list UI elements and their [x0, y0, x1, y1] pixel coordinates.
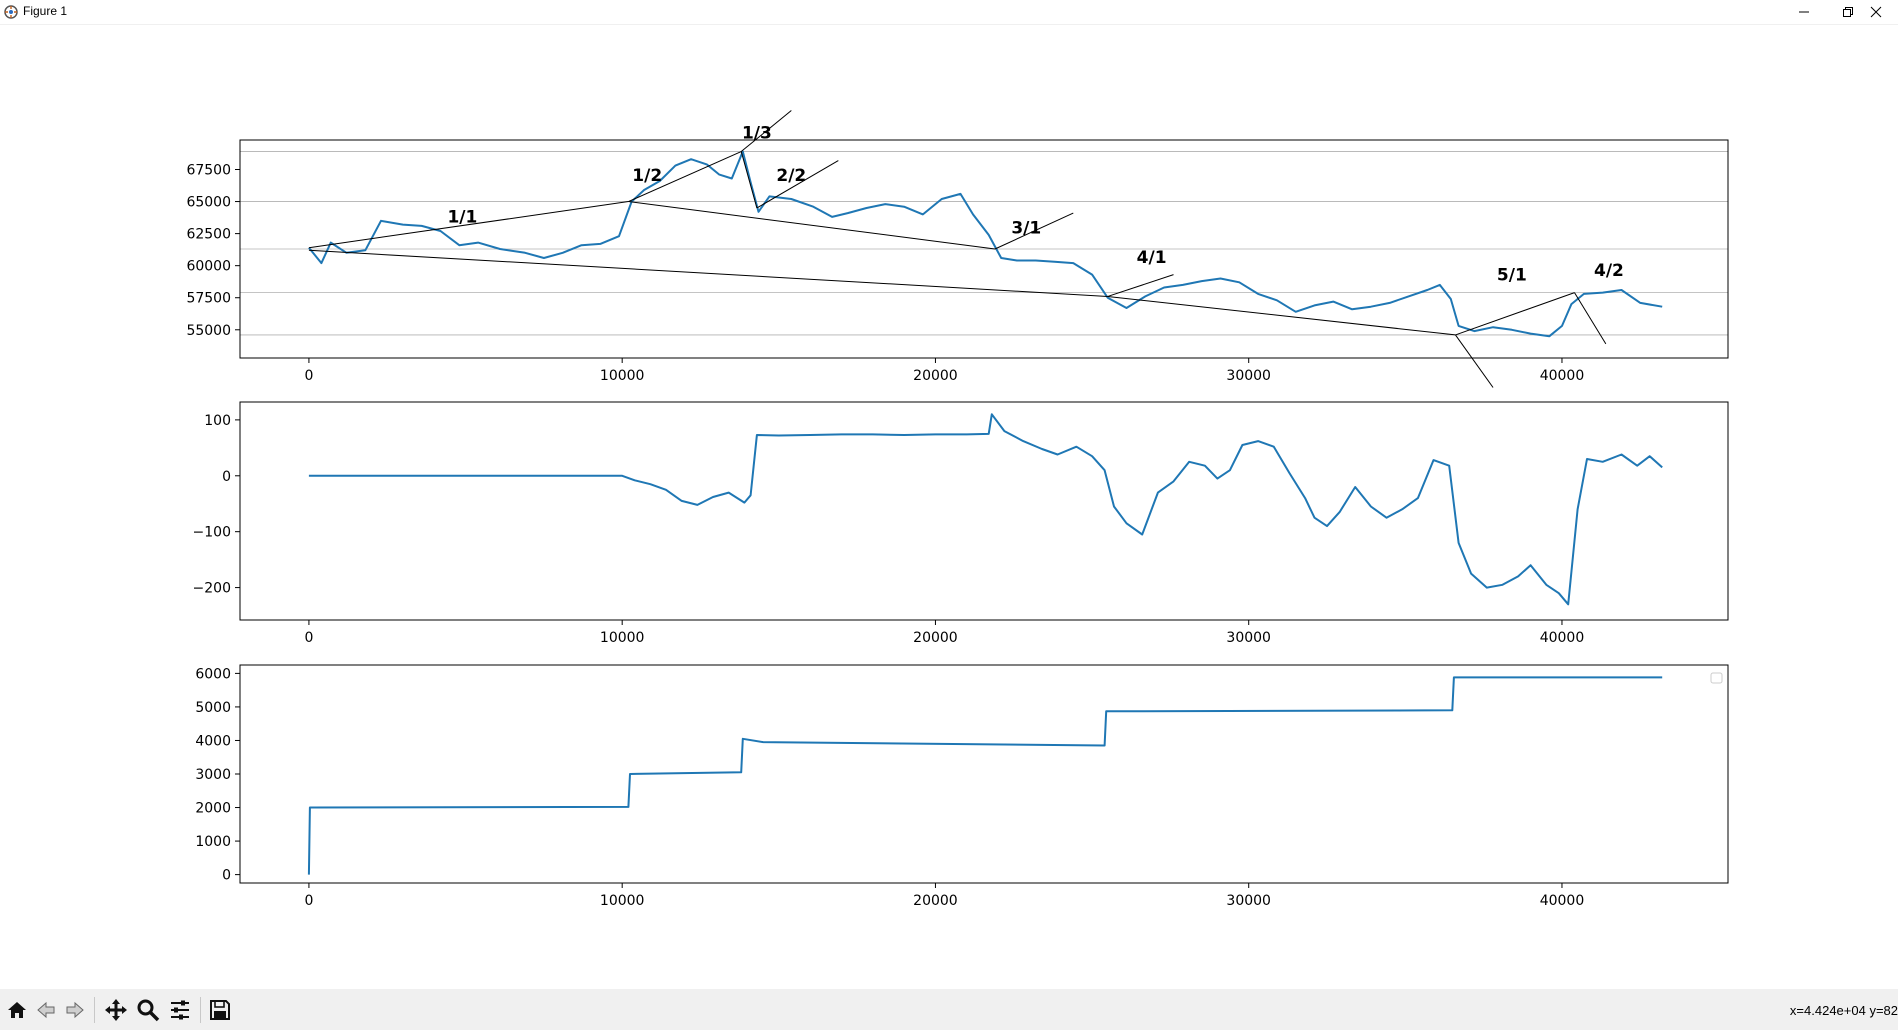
x-tick-label: 0 [304, 630, 313, 646]
configure-subplots-icon [171, 1000, 189, 1020]
x-tick-label: 30000 [1226, 893, 1271, 909]
trend-line [1455, 292, 1575, 336]
x-tick-label: 20000 [913, 893, 958, 909]
window-title: Figure 1 [23, 4, 68, 18]
trend-line [1107, 274, 1174, 297]
subplot-2: 0 10000 20000 30000 40000 −200 −100 0 100 [193, 401, 1729, 646]
forward-arrow-icon [66, 1001, 84, 1019]
y-tick-label: 62500 [186, 227, 231, 243]
y-tick-label: 67500 [186, 162, 231, 178]
y-tick-label: 55000 [186, 323, 231, 339]
trend-line [308, 249, 1108, 297]
x-tick-label: 30000 [1226, 368, 1271, 384]
annotation-label: 2/2 [776, 166, 806, 186]
restore-icon [1843, 7, 1853, 17]
trend-line [1574, 292, 1607, 345]
trend-line [740, 110, 792, 152]
chart-svg: 0 10000 20000 30000 400005500057500600006250… [186, 110, 1729, 909]
annotation-label: 3/1 [1011, 219, 1041, 239]
y-tick-label: −100 [193, 525, 231, 541]
x-tick-label: 20000 [913, 368, 958, 384]
y-tick-label: 60000 [186, 259, 231, 275]
save-icon [210, 1000, 230, 1020]
figure-canvas[interactable]: 0 10000 20000 30000 40000 55000 57500 60000 6250… [0, 24, 1898, 989]
trend-line [994, 212, 1074, 250]
x-tick-label: 0 [304, 368, 313, 384]
window-titlebar: Figure 1 [0, 0, 1898, 25]
trend-line [1107, 295, 1456, 336]
trend-line [628, 201, 996, 250]
y-tick-label: 57500 [186, 291, 231, 307]
save-button[interactable] [206, 996, 234, 1024]
trend-line [740, 151, 758, 209]
trend-line [308, 201, 629, 249]
y-tick-label: 100 [204, 413, 231, 429]
x-tick-label: 40000 [1540, 368, 1585, 384]
navigation-toolbar: x=4.424e+04 y=82 [0, 989, 1898, 1030]
subplot-1: 0 10000 20000 30000 40000 55000 57500 60000 6250… [186, 110, 1729, 388]
x-tick-label: 30000 [1226, 630, 1271, 646]
axes-frame [239, 139, 1729, 359]
close-button[interactable] [1854, 0, 1898, 24]
series-line-1 [308, 150, 1663, 338]
trend-line [1455, 334, 1494, 388]
y-tick-label: 2000 [195, 801, 231, 817]
back-button[interactable] [32, 996, 60, 1024]
x-tick-label: 10000 [600, 893, 645, 909]
trend-line [756, 160, 839, 209]
restore-button[interactable] [1826, 0, 1870, 24]
series-line-1 [307, 676, 1663, 875]
pan-button[interactable] [102, 996, 130, 1024]
y-tick-label: 0 [222, 469, 231, 485]
y-tick-label: 5000 [195, 700, 231, 716]
back-arrow-icon [37, 1001, 55, 1019]
annotation-label: 5/1 [1497, 265, 1527, 285]
close-icon [1870, 6, 1882, 18]
series-line-1 [308, 413, 1663, 606]
home-button[interactable] [3, 996, 31, 1024]
zoom-button[interactable] [134, 996, 162, 1024]
pan-icon [105, 999, 127, 1021]
y-tick-label: 65000 [186, 195, 231, 211]
minimize-icon [1799, 11, 1809, 13]
configure-subplots-button[interactable] [166, 996, 194, 1024]
legend-box [1710, 672, 1723, 684]
zoom-icon [137, 999, 160, 1022]
y-tick-label: 1000 [195, 834, 231, 850]
x-tick-label: 10000 [600, 630, 645, 646]
x-tick-label: 10000 [600, 368, 645, 384]
x-tick-label: 40000 [1540, 893, 1585, 909]
y-tick-label: 4000 [195, 733, 231, 749]
y-tick-label: 0 [222, 868, 231, 884]
x-tick-label: 40000 [1540, 630, 1585, 646]
minimize-button[interactable] [1782, 0, 1826, 24]
home-icon [8, 1002, 26, 1018]
x-tick-label: 0 [304, 893, 313, 909]
axes-frame [239, 664, 1729, 884]
annotation-label: 1/2 [632, 166, 662, 186]
annotation-label: 4/2 [1594, 261, 1624, 281]
x-tick-label: 20000 [913, 630, 958, 646]
coordinate-readout: x=4.424e+04 y=82 [1789, 1003, 1898, 1018]
y-tick-label: 3000 [195, 767, 231, 783]
annotation-label: 1/3 [742, 124, 772, 144]
y-tick-label: −200 [193, 581, 231, 597]
trend-line [628, 151, 742, 203]
y-tick-label: 6000 [195, 666, 231, 682]
app-icon [4, 5, 18, 19]
subplot-3: 0 10000 20000 30000 40000 0 1000 2000 3000 4000 50… [195, 664, 1729, 909]
annotation-label: 4/1 [1137, 248, 1167, 268]
axes-frame [239, 401, 1729, 621]
annotation-label: 1/1 [447, 208, 477, 228]
forward-button[interactable] [61, 996, 89, 1024]
